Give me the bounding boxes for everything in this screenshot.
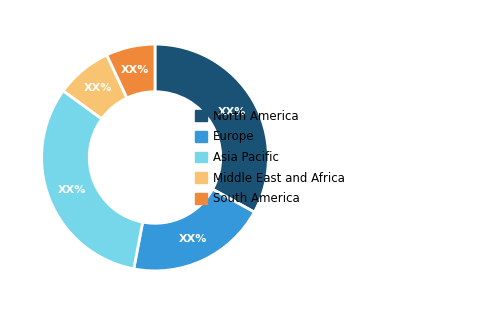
Text: XX%: XX% xyxy=(58,186,86,196)
Text: XX%: XX% xyxy=(179,233,208,243)
Text: XX%: XX% xyxy=(84,83,112,94)
Wedge shape xyxy=(42,91,142,269)
Wedge shape xyxy=(64,55,127,119)
Wedge shape xyxy=(106,44,155,98)
Text: XX%: XX% xyxy=(122,65,150,75)
Wedge shape xyxy=(134,189,254,271)
Text: XX%: XX% xyxy=(218,107,246,117)
Wedge shape xyxy=(155,44,268,212)
Legend: North America, Europe, Asia Pacific, Middle East and Africa, South America: North America, Europe, Asia Pacific, Mid… xyxy=(195,110,344,205)
